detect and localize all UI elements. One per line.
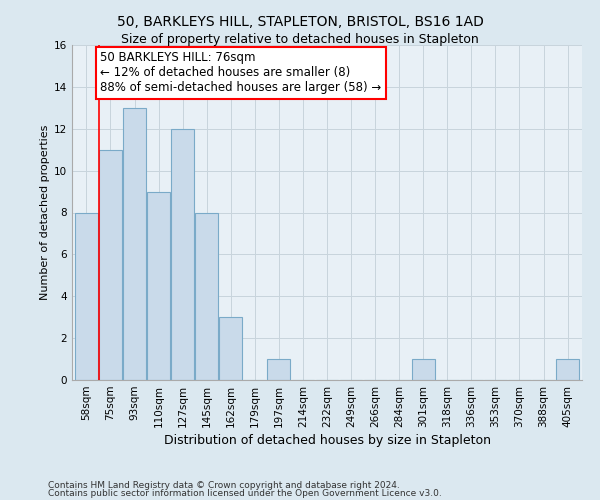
Text: Contains HM Land Registry data © Crown copyright and database right 2024.: Contains HM Land Registry data © Crown c… xyxy=(48,480,400,490)
Text: 50 BARKLEYS HILL: 76sqm
← 12% of detached houses are smaller (8)
88% of semi-det: 50 BARKLEYS HILL: 76sqm ← 12% of detache… xyxy=(100,52,382,94)
X-axis label: Distribution of detached houses by size in Stapleton: Distribution of detached houses by size … xyxy=(163,434,491,447)
Bar xyxy=(556,359,579,380)
Bar xyxy=(99,150,122,380)
Bar xyxy=(171,128,194,380)
Text: Contains public sector information licensed under the Open Government Licence v3: Contains public sector information licen… xyxy=(48,489,442,498)
Bar xyxy=(75,212,98,380)
Bar xyxy=(412,359,434,380)
Y-axis label: Number of detached properties: Number of detached properties xyxy=(40,125,50,300)
Text: 50, BARKLEYS HILL, STAPLETON, BRISTOL, BS16 1AD: 50, BARKLEYS HILL, STAPLETON, BRISTOL, B… xyxy=(116,15,484,29)
Bar xyxy=(123,108,146,380)
Bar xyxy=(147,192,170,380)
Bar xyxy=(220,317,242,380)
Text: Size of property relative to detached houses in Stapleton: Size of property relative to detached ho… xyxy=(121,32,479,46)
Bar xyxy=(268,359,290,380)
Bar xyxy=(195,212,218,380)
